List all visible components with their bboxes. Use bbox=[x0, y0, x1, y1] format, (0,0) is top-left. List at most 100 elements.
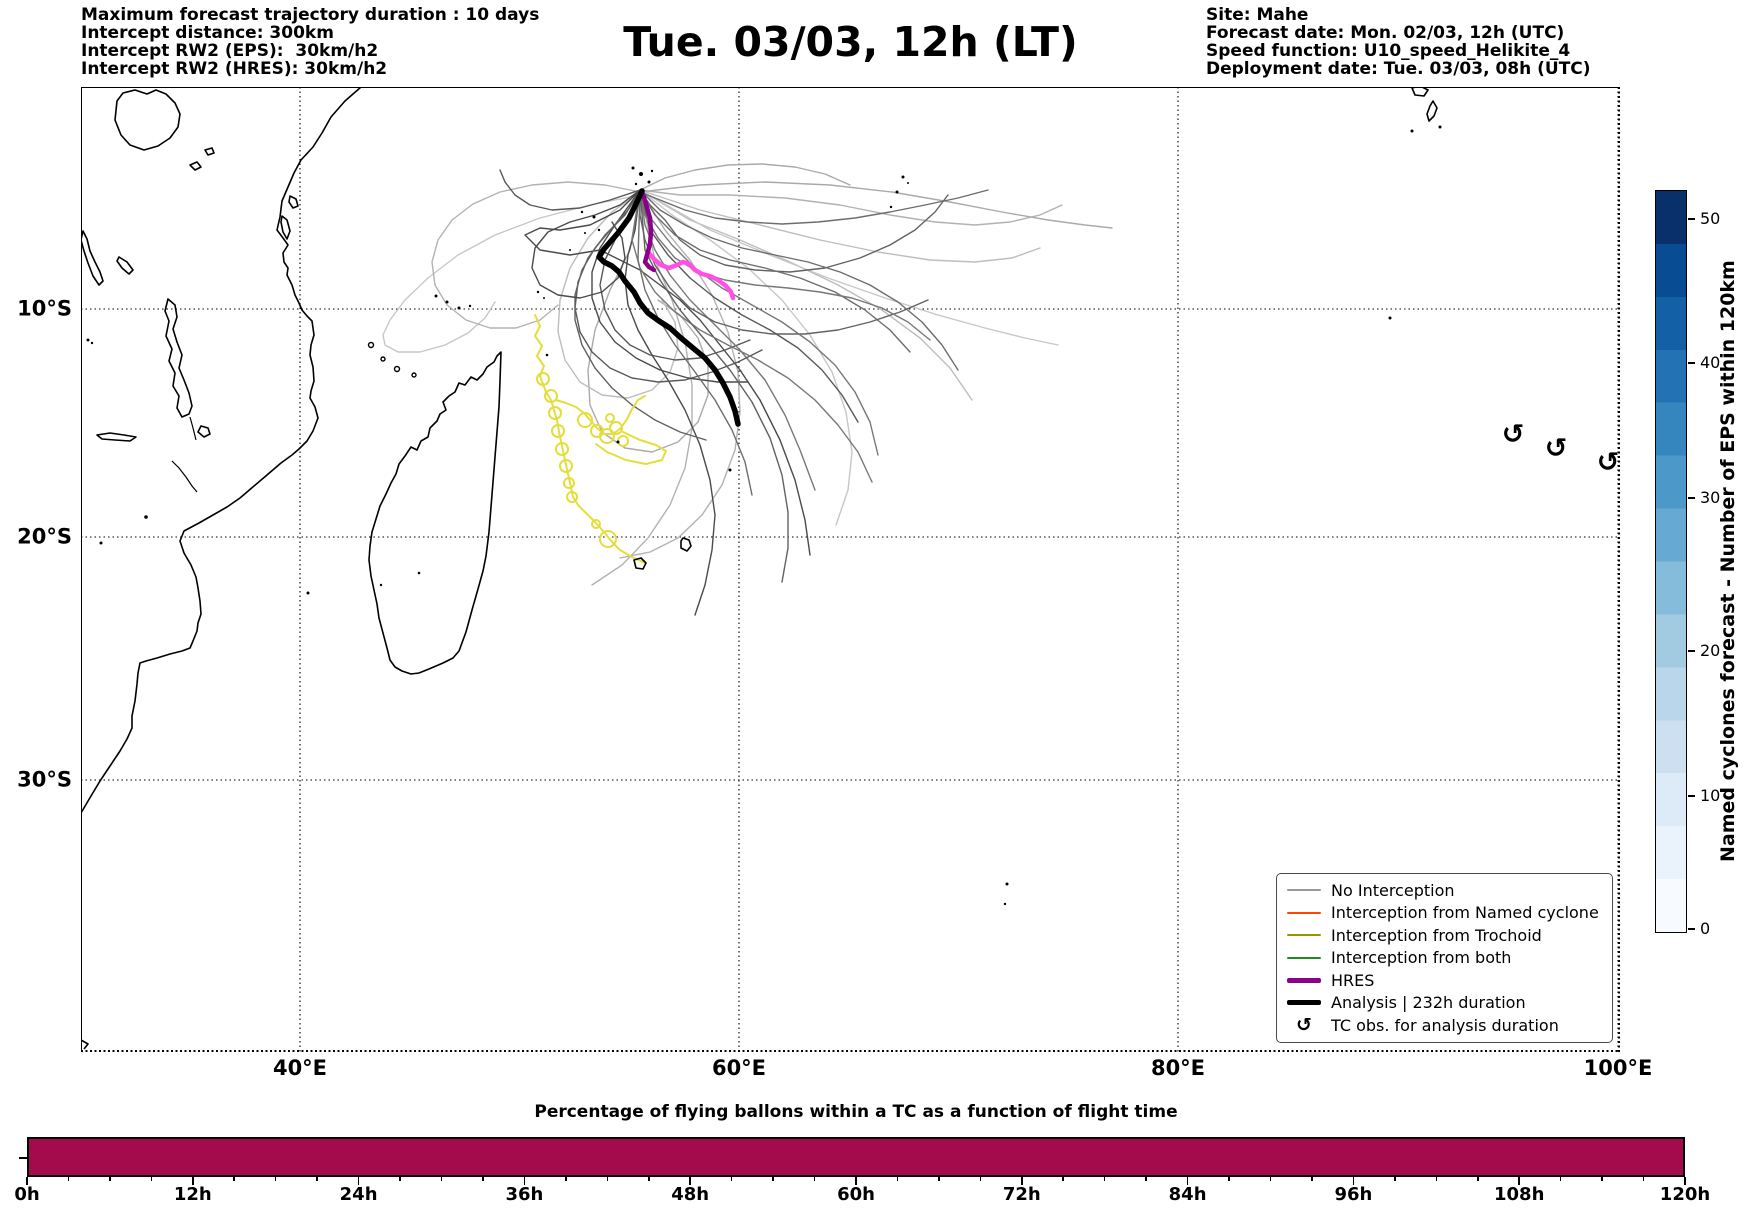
ensemble-trajectory-dark bbox=[639, 189, 989, 225]
legend-item-label: TC obs. for analysis duration bbox=[1331, 1015, 1559, 1035]
bottom-chart-tick-mark bbox=[1435, 1177, 1438, 1181]
bottom-chart-tick-mark bbox=[565, 1177, 567, 1181]
bottom-chart-tick-mark bbox=[109, 1177, 111, 1181]
trochoid-loop bbox=[599, 530, 617, 548]
island-dot bbox=[99, 541, 103, 545]
island-dot bbox=[379, 583, 383, 587]
island-dot bbox=[650, 169, 654, 173]
bottom-chart-tick-mark bbox=[1394, 1177, 1396, 1181]
coastline bbox=[81, 1039, 89, 1050]
legend-line-swatch bbox=[1287, 1000, 1321, 1006]
island-dot bbox=[545, 353, 549, 357]
ensemble-trajectory-dark bbox=[639, 189, 789, 583]
island-dot bbox=[1005, 882, 1009, 886]
lon-tick-label: 80°E bbox=[1150, 1056, 1206, 1080]
bottom-chart-tick-label: 72h bbox=[1002, 1184, 1041, 1205]
bottom-chart-tick-mark bbox=[523, 1177, 526, 1185]
island-dot bbox=[536, 290, 540, 294]
ensemble-trajectory-dark bbox=[531, 189, 641, 299]
bottom-chart-tick-label: 96h bbox=[1334, 1184, 1373, 1205]
bottom-chart-tick-mark bbox=[1186, 1177, 1189, 1185]
colorbar-tick-mark bbox=[1688, 795, 1695, 797]
trochoid-loop bbox=[566, 491, 578, 503]
bottom-chart-tick-mark bbox=[316, 1177, 318, 1181]
hres-track bbox=[639, 188, 657, 273]
bottom-chart-tick-mark bbox=[1559, 1177, 1562, 1181]
trochoid-loop bbox=[609, 421, 623, 435]
ensemble-trajectory-dark bbox=[639, 189, 911, 353]
colorbar-tick-mark bbox=[1688, 928, 1695, 930]
island-dot bbox=[634, 182, 638, 186]
island-dot bbox=[144, 515, 148, 519]
colorbar-tick-mark bbox=[1688, 218, 1695, 220]
coastline bbox=[164, 298, 193, 418]
colorbar-tick-label: 50 bbox=[1700, 209, 1721, 228]
legend-item-label: Interception from Named cyclone bbox=[1331, 903, 1599, 923]
trochoid-loop bbox=[544, 389, 558, 403]
bottom-chart-tick-mark bbox=[1228, 1177, 1230, 1181]
island-dot bbox=[616, 440, 620, 444]
ensemble-trajectory-light bbox=[639, 181, 1113, 229]
bottom-chart-tick-mark bbox=[1103, 1177, 1106, 1181]
colorbar-tick-mark bbox=[1688, 497, 1695, 499]
legend-line-swatch bbox=[1287, 977, 1321, 983]
trochoid-loop bbox=[605, 413, 615, 423]
bottom-chart-tick-mark bbox=[979, 1177, 982, 1181]
trochoid-loop bbox=[617, 435, 629, 447]
legend-item: Interception from both bbox=[1287, 947, 1612, 970]
coastline bbox=[197, 425, 211, 438]
ensemble-trajectory-dark bbox=[639, 189, 859, 423]
bottom-chart-tick-label: 108h bbox=[1493, 1184, 1545, 1205]
colorbar-tick-label: 40 bbox=[1700, 353, 1721, 372]
bottom-chart-tick-label: 24h bbox=[339, 1184, 378, 1205]
bottom-chart-tick-mark bbox=[689, 1177, 691, 1185]
island-dot bbox=[457, 306, 461, 310]
bottom-chart-tick-mark bbox=[813, 1177, 816, 1181]
colorbar-tick-label: 20 bbox=[1700, 641, 1721, 660]
bottom-chart-tick-mark bbox=[1062, 1177, 1065, 1181]
trochoid-track bbox=[555, 395, 646, 435]
bottom-chart-tick-mark bbox=[233, 1177, 236, 1181]
island-dot bbox=[86, 338, 90, 342]
island-dot bbox=[580, 210, 584, 214]
tc-obs-marker-icon: ↺ bbox=[1545, 433, 1568, 464]
bottom-chart-tick-mark bbox=[938, 1177, 940, 1181]
bottom-chart-tick-mark bbox=[772, 1177, 774, 1181]
ensemble-trajectory-light bbox=[639, 189, 1059, 346]
bottom-chart-tick-mark bbox=[1311, 1177, 1313, 1181]
map-plot-area: ↺ ↺ ↺ bbox=[81, 87, 1620, 1052]
island-dot bbox=[1410, 129, 1414, 133]
island-dot bbox=[1003, 902, 1007, 906]
bottom-chart-tick-label: 36h bbox=[505, 1184, 544, 1205]
legend-line-swatch bbox=[1287, 934, 1321, 937]
bottom-chart-tick-mark bbox=[399, 1177, 401, 1181]
bottom-chart-tick-mark bbox=[647, 1177, 650, 1181]
island-dot bbox=[1438, 125, 1442, 129]
island-outline bbox=[393, 365, 401, 373]
legend-item-label: HRES bbox=[1331, 970, 1375, 990]
coastline bbox=[680, 537, 692, 552]
island-dot bbox=[90, 341, 94, 345]
trochoid-track bbox=[595, 431, 667, 465]
bottom-chart-tick-mark bbox=[1476, 1177, 1479, 1181]
header-left-params: Maximum forecast trajectory duration : 1… bbox=[81, 5, 540, 79]
island-dot bbox=[468, 304, 472, 308]
trochoid-loop bbox=[536, 372, 550, 386]
legend-item: Analysis | 232h duration bbox=[1287, 992, 1612, 1015]
ensemble-trajectory-light bbox=[619, 189, 741, 559]
lat-tick-label: 30°S bbox=[17, 767, 72, 792]
island-dot bbox=[631, 166, 635, 170]
ensemble-trajectory-dark bbox=[639, 189, 949, 273]
coastline bbox=[81, 230, 104, 286]
legend-item-label: Analysis | 232h duration bbox=[1331, 993, 1526, 1013]
legend-line-swatch bbox=[1287, 956, 1321, 959]
colorbar-tick-label: 30 bbox=[1700, 488, 1721, 507]
island-dot bbox=[592, 215, 596, 219]
bottom-chart-y-tick bbox=[19, 1157, 27, 1159]
coastline bbox=[81, 87, 362, 814]
trochoid-loop bbox=[577, 412, 593, 428]
ensemble-trajectory-dark bbox=[637, 189, 753, 496]
tc-obs-marker-icon: ↺ bbox=[1597, 447, 1620, 478]
coastline bbox=[288, 195, 299, 209]
coastline bbox=[96, 432, 137, 442]
